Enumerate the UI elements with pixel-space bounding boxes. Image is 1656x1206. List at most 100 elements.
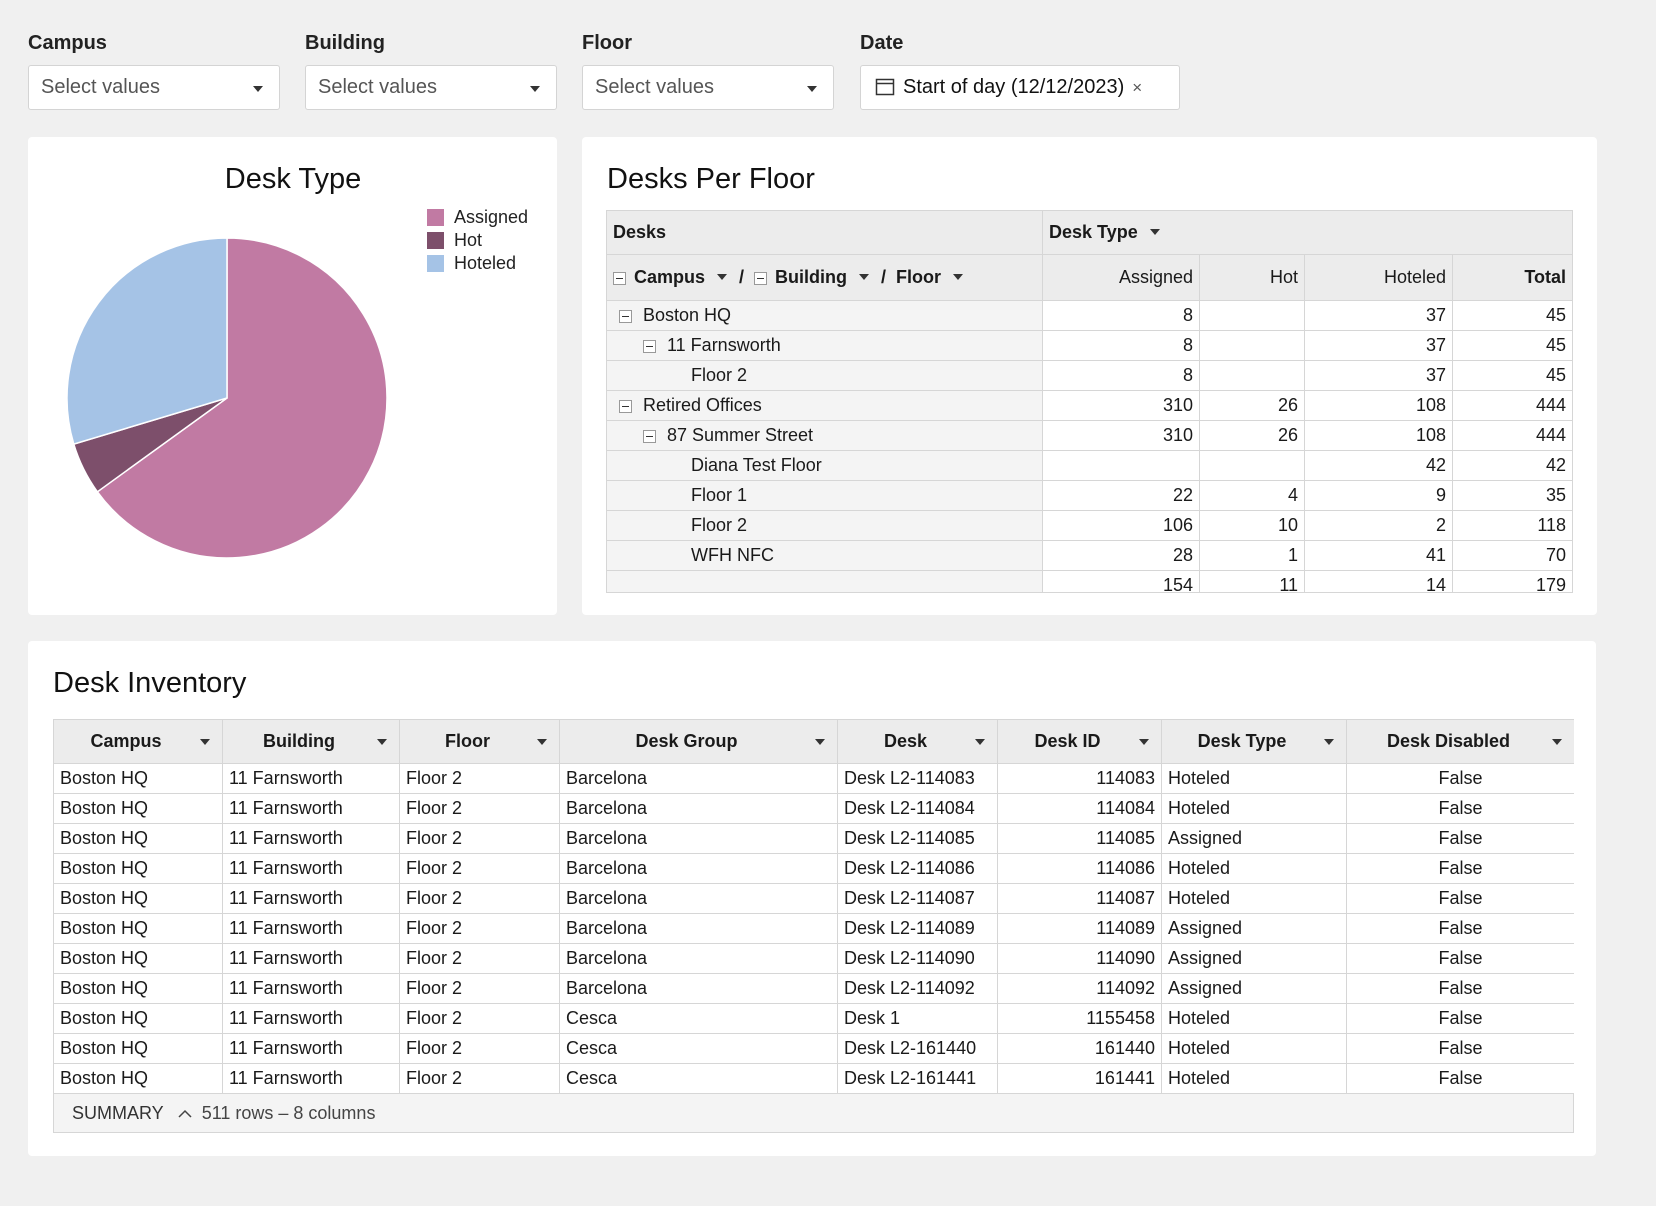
row-field[interactable]: Floor	[896, 267, 971, 287]
inventory-cell: 11 Farnsworth	[222, 853, 400, 884]
caret	[1139, 739, 1149, 745]
inventory-cell: Floor 2	[399, 853, 560, 884]
collapse-icon[interactable]	[619, 399, 632, 413]
inventory-cell: Floor 2	[399, 763, 560, 794]
filter-dropdown[interactable]: Select values	[582, 65, 834, 110]
row-label: Retired Offices	[606, 390, 1043, 421]
inventory-cell: Assigned	[1161, 823, 1347, 854]
pivot-cell: 45	[1451, 330, 1573, 361]
pivot-row: 87 Summer Street 310 26 108 444	[606, 420, 1573, 451]
column-header[interactable]: Floor	[399, 719, 560, 764]
row-label-text: Retired Offices	[643, 395, 762, 415]
row-field[interactable]: Campus	[634, 267, 735, 287]
inventory-wrap: Campus Building Floor Desk Group Desk Desk ID…	[53, 719, 1574, 1093]
caret	[1552, 739, 1562, 745]
inventory-cell: Boston HQ	[53, 913, 223, 944]
pivot-header-row: Desks Desk Type	[606, 210, 1573, 255]
pivot-cell: 444	[1451, 390, 1573, 421]
inventory-cell: 1155458	[997, 1003, 1162, 1034]
inventory-row: Boston HQ 11 Farnsworth Floor 2 Cesca Desk L…	[53, 1063, 1574, 1093]
inventory-cell: Boston HQ	[53, 823, 223, 854]
inventory-cell: Floor 2	[399, 1003, 560, 1034]
legend-swatch	[427, 232, 444, 249]
column-header[interactable]: Desk Group	[559, 719, 838, 764]
pivot-cell: 42	[1304, 450, 1453, 481]
inventory-cell: Desk L2-114085	[837, 823, 998, 854]
row-header: Desks	[606, 210, 1043, 255]
column-header-text: Desk Disabled	[1386, 731, 1511, 751]
inventory-cell: 11 Farnsworth	[222, 883, 400, 914]
column-header[interactable]: Building	[222, 719, 400, 764]
pivot-row: WFH NFC 28 1 41 70	[606, 540, 1573, 571]
pivot-row: 11 Farnsworth 8 37 45	[606, 330, 1573, 361]
inventory-cell: Boston HQ	[53, 1033, 223, 1064]
inventory-cell: 11 Farnsworth	[222, 943, 400, 974]
pivot-cell	[1199, 300, 1305, 331]
inventory-cell: Barcelona	[559, 943, 838, 974]
filter-dropdown[interactable]: Select values	[28, 65, 280, 110]
inventory-cell: Barcelona	[559, 763, 838, 794]
inventory-cell: Floor 2	[399, 793, 560, 824]
pivot-cell: 108	[1304, 390, 1453, 421]
pivot-cell: 41	[1304, 540, 1453, 571]
inventory-cell: Boston HQ	[53, 1063, 223, 1093]
inventory-cell: Barcelona	[559, 913, 838, 944]
inventory-cell: Desk L2-114086	[837, 853, 998, 884]
summary-label: SUMMARY	[72, 1103, 164, 1123]
chevron-up	[178, 1109, 192, 1118]
calendar-frame	[875, 78, 895, 96]
row-label	[606, 570, 1043, 592]
row-field-name: Campus	[634, 267, 706, 287]
pivot-row: Floor 2 8 37 45	[606, 360, 1573, 391]
inventory-row: Boston HQ 11 Farnsworth Floor 2 Barcelona De…	[53, 853, 1574, 884]
column-header[interactable]: Desk ID	[997, 719, 1162, 764]
pivot-cell: 10	[1199, 510, 1305, 541]
inventory-cell: 11 Farnsworth	[222, 1033, 400, 1064]
column-header-text: Desk Type	[1049, 222, 1138, 242]
inventory-cell: Boston HQ	[53, 763, 223, 794]
inventory-cell: Desk L2-114083	[837, 763, 998, 794]
column-header[interactable]: Desk Type	[1161, 719, 1347, 764]
row-fields: Campus / Building / Floor	[606, 254, 1043, 301]
column-header[interactable]: Desk Disabled	[1346, 719, 1574, 764]
filter-dropdown[interactable]: Select values	[305, 65, 557, 110]
inventory-cell: Desk L2-161441	[837, 1063, 998, 1093]
filter-label: Campus	[28, 32, 107, 54]
summary-bar[interactable]: SUMMARY 511 rows – 8 columns	[53, 1093, 1574, 1133]
collapse-icon[interactable]	[643, 339, 656, 353]
collapse-icon[interactable]	[643, 429, 656, 443]
inventory-row: Boston HQ 11 Farnsworth Floor 2 Barcelona De…	[53, 913, 1574, 944]
clear-icon[interactable]: ×	[1132, 78, 1143, 97]
collapse-icon[interactable]	[619, 309, 632, 323]
pivot-cell: 14	[1304, 570, 1453, 592]
pivot-cell: 11	[1199, 570, 1305, 592]
collapse-icon[interactable]	[754, 271, 768, 285]
legend-label: Assigned	[454, 207, 528, 227]
caret	[717, 274, 728, 280]
inventory-cell: False	[1346, 1003, 1574, 1034]
column-name: Hot	[1199, 254, 1305, 301]
column-header[interactable]: Campus	[53, 719, 223, 764]
inventory-cell: 114086	[997, 853, 1162, 884]
inventory-cell: Cesca	[559, 1063, 838, 1093]
column-header[interactable]: Desk	[837, 719, 998, 764]
date-value: Start of day (12/12/2023)	[903, 76, 1125, 98]
inventory-row: Boston HQ 11 Farnsworth Floor 2 Barcelona De…	[53, 943, 1574, 974]
row-field[interactable]: Building	[775, 267, 877, 287]
inventory-cell: Hoteled	[1161, 1003, 1347, 1034]
legend-label: Hot	[454, 230, 482, 250]
inventory-row: Boston HQ 11 Farnsworth Floor 2 Barcelona De…	[53, 823, 1574, 854]
date-filter[interactable]: Start of day (12/12/2023) ×	[860, 65, 1180, 110]
inventory-cell: Floor 2	[399, 883, 560, 914]
inventory-cell: 114085	[997, 823, 1162, 854]
legend-label: Hoteled	[454, 253, 516, 273]
inventory-row: Boston HQ 11 Farnsworth Floor 2 Cesca Desk 1…	[53, 1003, 1574, 1034]
legend-swatch	[427, 209, 444, 226]
caret	[975, 739, 985, 745]
collapse-icon[interactable]	[613, 271, 626, 285]
pivot-cell: 28	[1042, 540, 1200, 571]
column-header[interactable]: Desk Type	[1041, 210, 1573, 255]
row-label-text: Boston HQ	[643, 305, 732, 325]
inventory-cell: Desk L2-114084	[837, 793, 998, 824]
row-label-text: Floor 2	[691, 515, 748, 535]
